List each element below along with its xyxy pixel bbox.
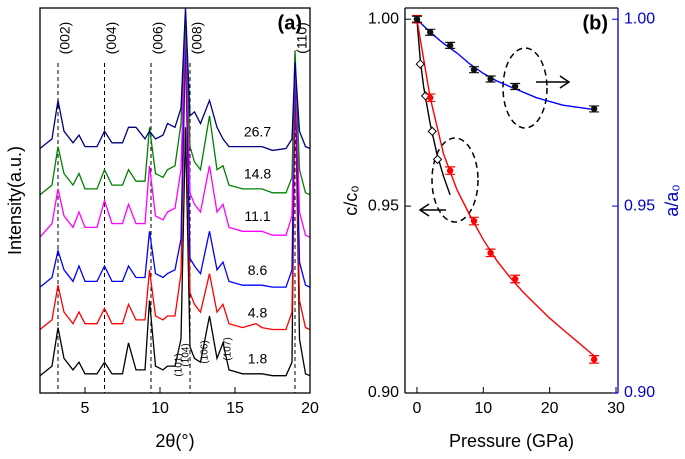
data-point [446,167,454,174]
pattern-label: 11.1 [244,208,270,224]
pattern-line [39,42,311,331]
y-tick-label: 0.95 [368,197,399,214]
peak-label: (107) [223,337,234,360]
plot-frame [39,7,311,394]
data-point [590,356,598,363]
group-ellipse [431,137,479,223]
fit-line [416,19,597,359]
pattern-label: 4.8 [248,304,268,320]
group-ellipse [502,47,548,129]
pattern-label: 26.7 [244,123,271,139]
pattern-line [39,7,311,152]
arrow-head [559,75,571,89]
data-point [470,66,478,73]
data-point [432,154,443,165]
x-tick-label: 0 [412,400,421,417]
data-point [511,275,519,283]
pattern-label: 8.6 [248,262,268,278]
pattern-line [39,69,311,377]
y2-axis-label: a/a₀ [662,184,682,217]
panel-label: (b) [582,12,608,34]
pattern-line [39,19,311,238]
peak-label: (101) [174,353,185,376]
x-axis-label: Pressure (GPa) [449,431,574,451]
x-axis-label: 2θ(°) [155,431,194,451]
data-point [470,217,478,225]
data-point [487,75,494,83]
x-tick-label: 5 [81,400,90,417]
data-point [427,94,434,101]
data-point [413,16,421,23]
y2-tick-label: 1.00 [624,10,655,27]
data-point [427,29,434,36]
reference-label: (008) [189,22,205,55]
reference-label: (110) [294,22,310,54]
reference-label: (004) [103,22,119,55]
peak-label: (104) [181,343,192,366]
reference-label: (006) [150,22,166,55]
y2-tick-label: 0.90 [624,384,655,401]
data-point [427,126,437,137]
y2-tick-label: 0.95 [624,197,655,214]
arrow-head [418,203,430,217]
pattern-label: 1.8 [248,350,268,366]
x-tick-label: 20 [541,400,559,417]
panel-label: (a) [278,12,302,34]
x-tick-label: 15 [226,400,244,417]
y-tick-label: 0.90 [368,384,399,401]
x-tick-label: 30 [607,400,625,417]
x-tick-label: 10 [474,400,492,417]
pattern-line [39,15,311,196]
x-tick-label: 10 [151,400,169,417]
y-axis-label: Intensity(a.u.) [5,146,25,255]
data-point [487,249,494,257]
data-point [446,42,454,49]
y-axis-label: c/c₀ [341,185,361,215]
x-tick-label: 20 [301,400,319,417]
data-point [590,105,598,113]
pattern-label: 14.8 [244,166,271,182]
data-point [511,83,519,90]
y-tick-label: 1.00 [368,10,399,27]
reference-label: (002) [57,22,73,55]
pattern-line [39,27,311,288]
peak-label: (106) [200,340,211,363]
data-point [415,59,425,69]
